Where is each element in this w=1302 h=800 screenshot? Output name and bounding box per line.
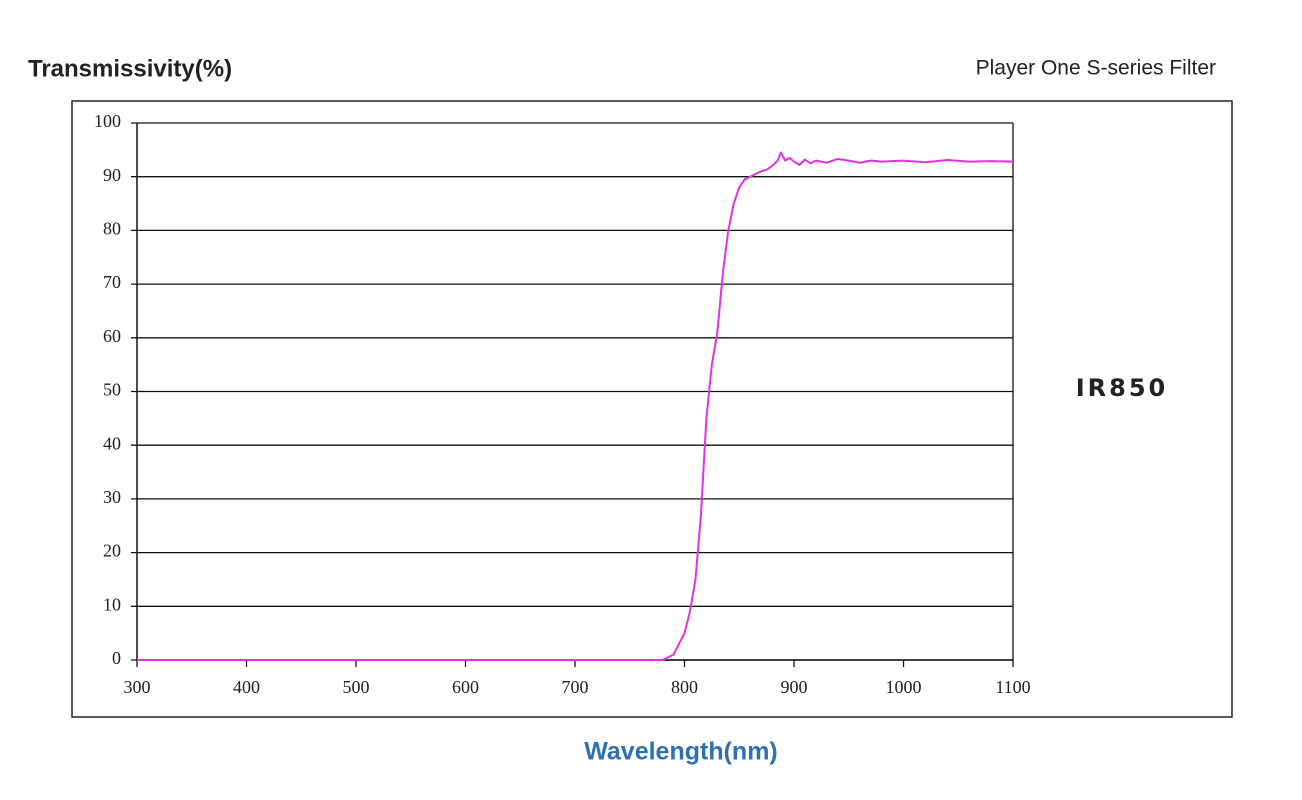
y-tick-label: 20 bbox=[103, 541, 121, 561]
filter-label: IR850 bbox=[1076, 374, 1169, 402]
y-tick-label: 80 bbox=[103, 219, 121, 239]
y-tick-label: 50 bbox=[103, 380, 121, 400]
y-tick-label: 0 bbox=[112, 648, 121, 668]
y-tick-label: 60 bbox=[103, 326, 121, 346]
transmission-curve bbox=[137, 151, 1014, 661]
y-tick-label: 70 bbox=[103, 272, 121, 292]
y-tick-label: 30 bbox=[103, 487, 121, 507]
x-tick-label: 400 bbox=[233, 677, 260, 697]
x-tick-label: 900 bbox=[781, 677, 808, 697]
chart-title: Transmissivity(%) bbox=[28, 55, 232, 82]
x-tick-label: 500 bbox=[343, 677, 370, 697]
x-axis-label: Wavelength(nm) bbox=[584, 738, 778, 766]
x-tick-label: 300 bbox=[124, 677, 151, 697]
y-tick-label: 40 bbox=[103, 433, 121, 453]
y-tick-label: 10 bbox=[103, 594, 121, 614]
x-tick-label: 700 bbox=[562, 677, 589, 697]
y-tick-label: 90 bbox=[103, 165, 121, 185]
chart-subtitle: Player One S-series Filter bbox=[976, 57, 1216, 80]
x-tick-label: 1000 bbox=[886, 677, 922, 697]
x-tick-label: 1100 bbox=[995, 677, 1030, 697]
x-tick-label: 600 bbox=[452, 677, 479, 697]
chart-frame bbox=[71, 100, 1233, 718]
x-tick-label: 800 bbox=[671, 677, 698, 697]
y-tick-label: 100 bbox=[94, 111, 121, 131]
